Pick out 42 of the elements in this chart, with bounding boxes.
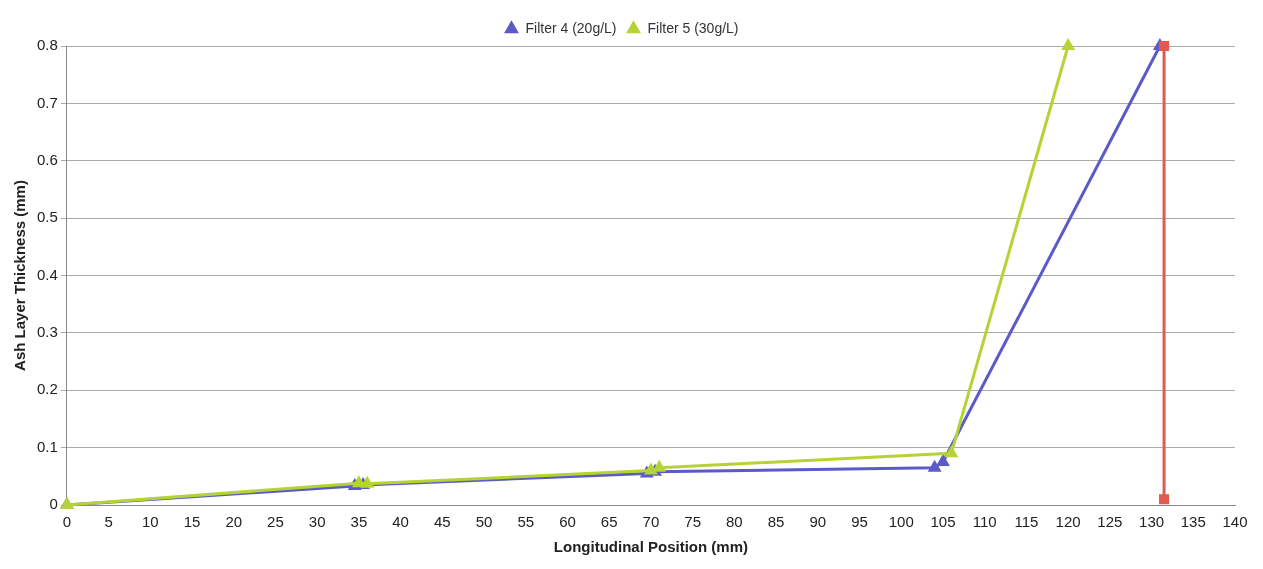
x-tick-label: 110 bbox=[972, 513, 997, 531]
legend-label: Filter 5 (30g/L) bbox=[647, 19, 739, 36]
x-tick-label: 140 bbox=[1222, 513, 1248, 531]
x-tick-label: 115 bbox=[1014, 513, 1039, 531]
y-tick-label: 0.6 bbox=[36, 150, 58, 168]
x-tick-label: 10 bbox=[141, 513, 159, 531]
y-tick-label: 0.7 bbox=[36, 93, 58, 111]
x-tick-label: 0 bbox=[62, 513, 72, 531]
x-tick-label: 20 bbox=[225, 513, 243, 531]
x-tick-label: 5 bbox=[104, 513, 113, 531]
x-tick-label: 70 bbox=[642, 513, 660, 531]
x-tick-label: 120 bbox=[1055, 513, 1081, 531]
x-tick-label: 105 bbox=[930, 513, 956, 531]
x-tick-label: 40 bbox=[392, 513, 409, 531]
y-tick-label: 0.1 bbox=[36, 437, 58, 455]
y-axis-title: Ash Layer Thickness (mm) bbox=[11, 180, 29, 371]
x-axis-title: Longitudinal Position (mm) bbox=[553, 538, 748, 556]
y-tick-label: 0.4 bbox=[36, 265, 58, 283]
y-tick-label: 0.8 bbox=[36, 36, 58, 54]
x-tick-label: 65 bbox=[600, 513, 618, 531]
y-tick-label: 0.3 bbox=[36, 323, 58, 341]
legend-label: Filter 4 (20g/L) bbox=[525, 19, 617, 36]
x-tick-label: 15 bbox=[183, 513, 201, 531]
x-tick-label: 35 bbox=[350, 513, 368, 531]
x-tick-label: 125 bbox=[1097, 513, 1123, 531]
y-tick-label: 0 bbox=[49, 495, 58, 513]
x-tick-label: 135 bbox=[1180, 513, 1206, 531]
x-tick-label: 130 bbox=[1139, 513, 1165, 531]
x-tick-label: 50 bbox=[475, 513, 493, 531]
x-tick-label: 100 bbox=[888, 513, 914, 531]
y-tick-label: 0.5 bbox=[36, 208, 58, 226]
x-tick-label: 60 bbox=[559, 513, 576, 531]
x-tick-label: 45 bbox=[433, 513, 451, 531]
x-tick-label: 85 bbox=[767, 513, 785, 531]
x-tick-label: 25 bbox=[267, 513, 284, 531]
x-tick-label: 95 bbox=[851, 513, 868, 531]
y-tick-label: 0.2 bbox=[36, 380, 58, 398]
x-tick-label: 75 bbox=[684, 513, 701, 531]
x-tick-label: 30 bbox=[308, 513, 326, 531]
x-tick-label: 90 bbox=[809, 513, 827, 531]
x-tick-label: 55 bbox=[517, 513, 535, 531]
x-tick-label: 80 bbox=[726, 513, 743, 531]
